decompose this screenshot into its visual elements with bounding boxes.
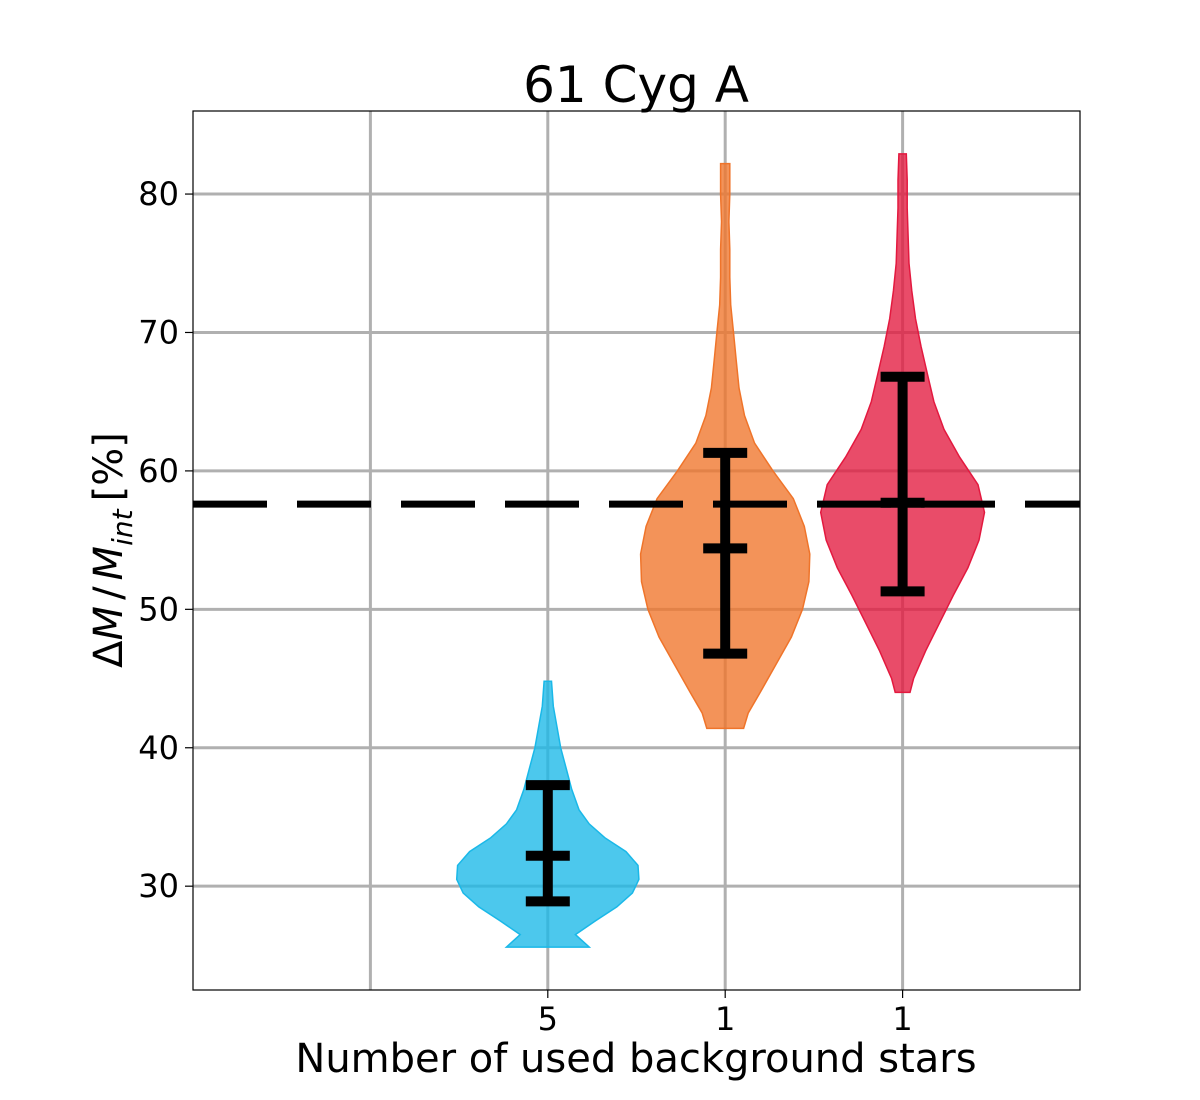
x-tick-label: 5: [538, 1000, 558, 1038]
y-tick-label: 30: [138, 867, 179, 905]
y-tick-label: 40: [138, 729, 179, 767]
error-bars: [525, 371, 925, 907]
y-label-delta: Δ: [86, 640, 132, 668]
chart-title: 61 Cyg A: [523, 56, 749, 114]
y-axis-label: ΔM/Mint[%]: [86, 432, 139, 668]
y-tick-label: 60: [138, 452, 179, 490]
x-tick-label: 1: [892, 1000, 912, 1038]
y-label-unit: [%]: [86, 432, 132, 501]
violin-2: [639, 162, 811, 730]
x-axis-label: Number of used background stars: [295, 1036, 976, 1082]
plot-frame: [192, 110, 1081, 991]
y-label-m1: M: [86, 606, 132, 641]
y-label-slash: /: [86, 586, 132, 600]
x-tick-labels: 5 1 1: [538, 990, 913, 1038]
y-label-subscript: int: [106, 508, 139, 546]
y-tick-label: 80: [138, 175, 179, 213]
y-tick-label: 50: [138, 590, 179, 628]
y-label-m2: M: [86, 546, 132, 581]
y-tick-label: 70: [138, 313, 179, 351]
x-tick-label: 1: [715, 1000, 735, 1038]
y-tick-labels: 30 40 50 60 70 80: [138, 175, 193, 905]
